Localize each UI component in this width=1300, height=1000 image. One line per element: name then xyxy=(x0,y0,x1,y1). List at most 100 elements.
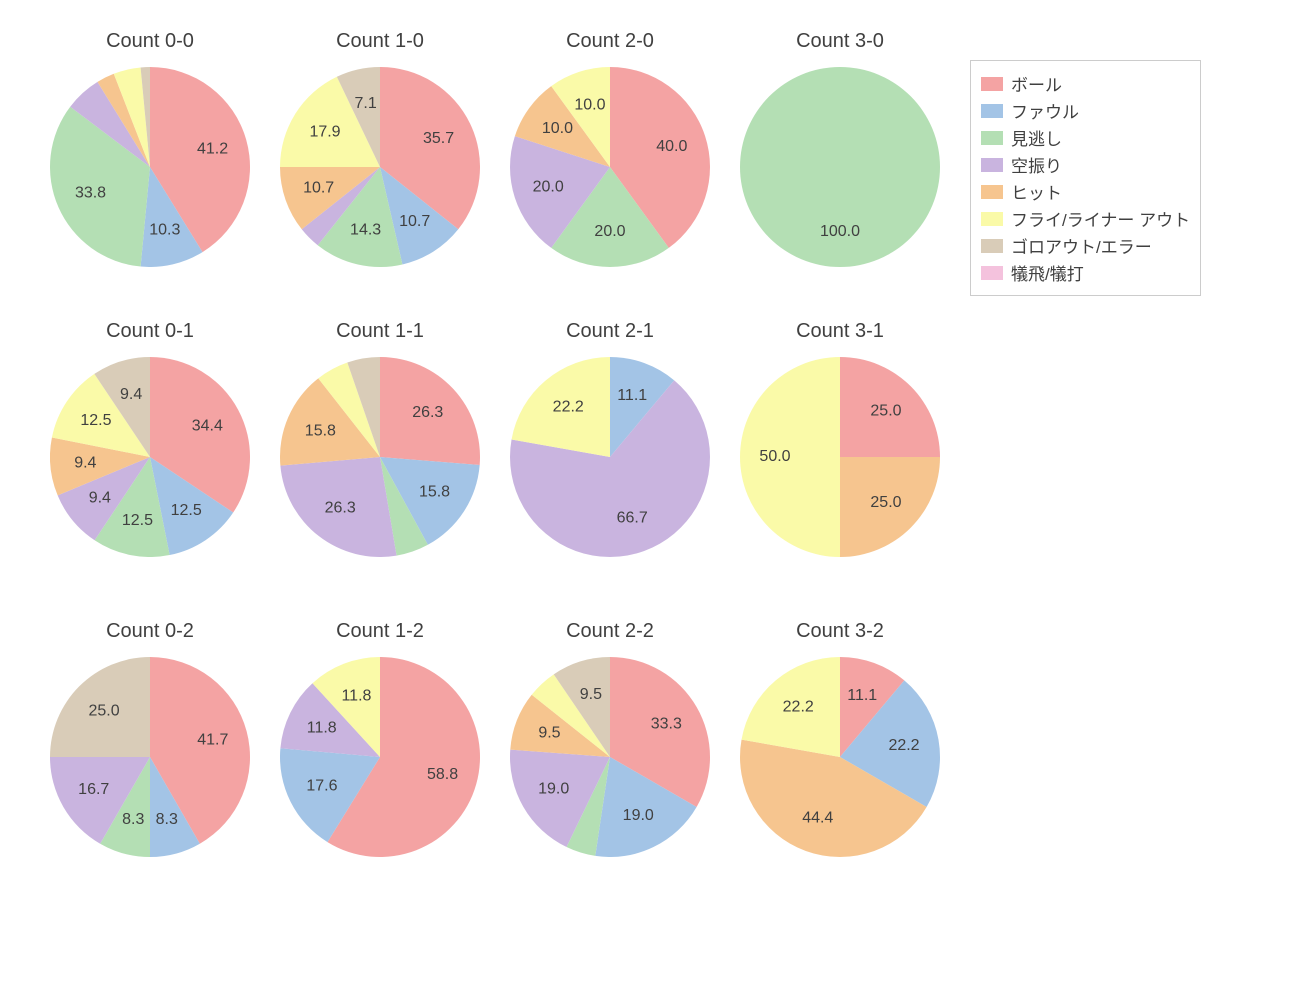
pie-svg: 33.3 19.0 19.0 9.5 9.5 xyxy=(510,657,710,857)
legend-swatch xyxy=(981,131,1003,145)
pie-slice-label: 41.2 xyxy=(197,140,228,157)
pie-slice-label: 9.5 xyxy=(538,725,560,742)
chart-grid: Count 0-0 41.2 10.3 33.8 Count 1-0 35.7 10.7 14… xyxy=(0,0,1300,1000)
pie-chart: Count 1-035.710.714.310.717.97.1 xyxy=(280,30,480,267)
pie-chart: Count 2-2 33.3 19.0 19.0 9.5 9.5 xyxy=(510,620,710,857)
legend-label: ファウル xyxy=(1011,98,1079,123)
pie-slice-label: 9.4 xyxy=(89,490,111,507)
pie-slice-label: 34.4 xyxy=(192,418,223,435)
pie-slice-label: 41.7 xyxy=(197,731,228,748)
pie-slice-label: 9.5 xyxy=(580,686,602,703)
pie-slice-label: 17.6 xyxy=(306,777,337,794)
pie-title: Count 0-1 xyxy=(50,320,250,343)
pie-slice-label: 9.4 xyxy=(74,455,96,472)
legend-item: ゴロアウト/エラー xyxy=(981,233,1190,258)
pie-slice-label: 11.1 xyxy=(617,387,647,404)
legend-label: ヒット xyxy=(1011,179,1062,204)
pie-svg: 100.0 xyxy=(740,67,940,267)
pie-slice-label: 58.8 xyxy=(427,766,458,783)
legend-item: ヒット xyxy=(981,179,1190,204)
pie-svg: 58.8 17.6 11.811.8 xyxy=(280,657,480,857)
pie-slice-label: 50.0 xyxy=(759,448,790,465)
pie-slice-label: 15.8 xyxy=(419,484,450,501)
legend-swatch xyxy=(981,239,1003,253)
legend-label: ゴロアウト/エラー xyxy=(1011,233,1152,258)
pie-chart: Count 3-0 100.0 xyxy=(740,30,940,267)
pie-title: Count 1-2 xyxy=(280,620,480,643)
pie-svg: 41.2 10.3 33.8 xyxy=(50,67,250,267)
pie-slice-label: 26.3 xyxy=(412,404,443,421)
pie-chart: Count 0-0 41.2 10.3 33.8 xyxy=(50,30,250,267)
legend-swatch xyxy=(981,77,1003,91)
pie-slice-label: 19.0 xyxy=(623,807,654,824)
pie-chart: Count 0-134.412.512.59.49.412.59.4 xyxy=(50,320,250,557)
pie-slice-label: 20.0 xyxy=(594,223,625,240)
pie-slice-label: 10.0 xyxy=(542,120,573,137)
pie-svg: 11.1 66.7 22.2 xyxy=(510,357,710,557)
pie-chart: Count 3-1 25.0 25.0 50.0 xyxy=(740,320,940,557)
pie-slice-label: 10.7 xyxy=(399,213,430,230)
pie-slice-label: 11.8 xyxy=(307,719,337,736)
pie-slice-label: 25.0 xyxy=(870,402,901,419)
pie-title: Count 1-0 xyxy=(280,30,480,53)
pie-slice-label: 22.2 xyxy=(553,398,584,415)
pie-slice-label: 7.1 xyxy=(354,95,376,112)
pie-slice-label: 100.0 xyxy=(820,223,860,240)
pie-slice-label: 66.7 xyxy=(617,509,648,526)
pie-slice-label: 12.5 xyxy=(122,512,153,529)
legend-swatch xyxy=(981,104,1003,118)
pie-slice-label: 35.7 xyxy=(423,130,454,147)
pie-slice-label: 11.1 xyxy=(847,687,877,704)
pie-slice-label: 8.3 xyxy=(122,811,144,828)
pie-slice-label: 8.3 xyxy=(156,811,178,828)
pie-slice-label: 22.2 xyxy=(783,698,814,715)
legend: ボールファウル見逃し空振りヒットフライ/ライナー アウトゴロアウト/エラー犠飛/… xyxy=(970,60,1201,296)
pie-slice-label: 15.8 xyxy=(305,422,336,439)
pie-slice-label: 9.4 xyxy=(120,386,142,403)
pie-slice-label: 22.2 xyxy=(888,737,919,754)
pie-slice-label: 26.3 xyxy=(325,500,356,517)
pie-slice-label: 11.8 xyxy=(341,688,371,705)
pie-svg: 35.710.714.310.717.97.1 xyxy=(280,67,480,267)
pie-slice-label: 17.9 xyxy=(309,124,340,141)
pie-chart: Count 2-040.020.020.010.010.0 xyxy=(510,30,710,267)
legend-item: 空振り xyxy=(981,152,1190,177)
legend-item: フライ/ライナー アウト xyxy=(981,206,1190,231)
pie-svg: 40.020.020.010.010.0 xyxy=(510,67,710,267)
pie-chart: Count 2-1 11.1 66.7 22.2 xyxy=(510,320,710,557)
legend-swatch xyxy=(981,212,1003,226)
pie-slice-label: 25.0 xyxy=(870,494,901,511)
pie-title: Count 2-0 xyxy=(510,30,710,53)
pie-slice-label: 14.3 xyxy=(350,222,381,239)
pie-chart: Count 0-241.78.38.316.725.0 xyxy=(50,620,250,857)
pie-slice-label: 20.0 xyxy=(533,178,564,195)
pie-title: Count 3-1 xyxy=(740,320,940,343)
legend-label: 空振り xyxy=(1011,152,1062,177)
pie-svg: 41.78.38.316.725.0 xyxy=(50,657,250,857)
pie-svg: 25.0 25.0 50.0 xyxy=(740,357,940,557)
pie-title: Count 0-0 xyxy=(50,30,250,53)
pie-slice-label: 19.0 xyxy=(538,781,569,798)
pie-svg: 34.412.512.59.49.412.59.4 xyxy=(50,357,250,557)
pie-title: Count 2-1 xyxy=(510,320,710,343)
pie-slice-label: 10.3 xyxy=(149,222,180,239)
pie-chart: Count 3-2 11.1 22.2 44.4 22.2 xyxy=(740,620,940,857)
pie-slice-label: 40.0 xyxy=(656,138,687,155)
pie-title: Count 2-2 xyxy=(510,620,710,643)
legend-swatch xyxy=(981,266,1003,280)
pie-title: Count 3-2 xyxy=(740,620,940,643)
pie-slice-label: 44.4 xyxy=(802,809,833,826)
pie-slice-label: 33.3 xyxy=(651,716,682,733)
pie-chart: Count 1-2 58.8 17.6 11.811.8 xyxy=(280,620,480,857)
pie-title: Count 1-1 xyxy=(280,320,480,343)
pie-slice-label: 33.8 xyxy=(75,184,106,201)
legend-label: フライ/ライナー アウト xyxy=(1011,206,1190,231)
legend-swatch xyxy=(981,158,1003,172)
legend-swatch xyxy=(981,185,1003,199)
legend-item: 犠飛/犠打 xyxy=(981,260,1190,285)
pie-slice-label: 25.0 xyxy=(88,702,119,719)
pie-title: Count 0-2 xyxy=(50,620,250,643)
pie-svg: 26.3 15.8 26.3 15.8 xyxy=(280,357,480,557)
pie-svg: 11.1 22.2 44.4 22.2 xyxy=(740,657,940,857)
pie-title: Count 3-0 xyxy=(740,30,940,53)
